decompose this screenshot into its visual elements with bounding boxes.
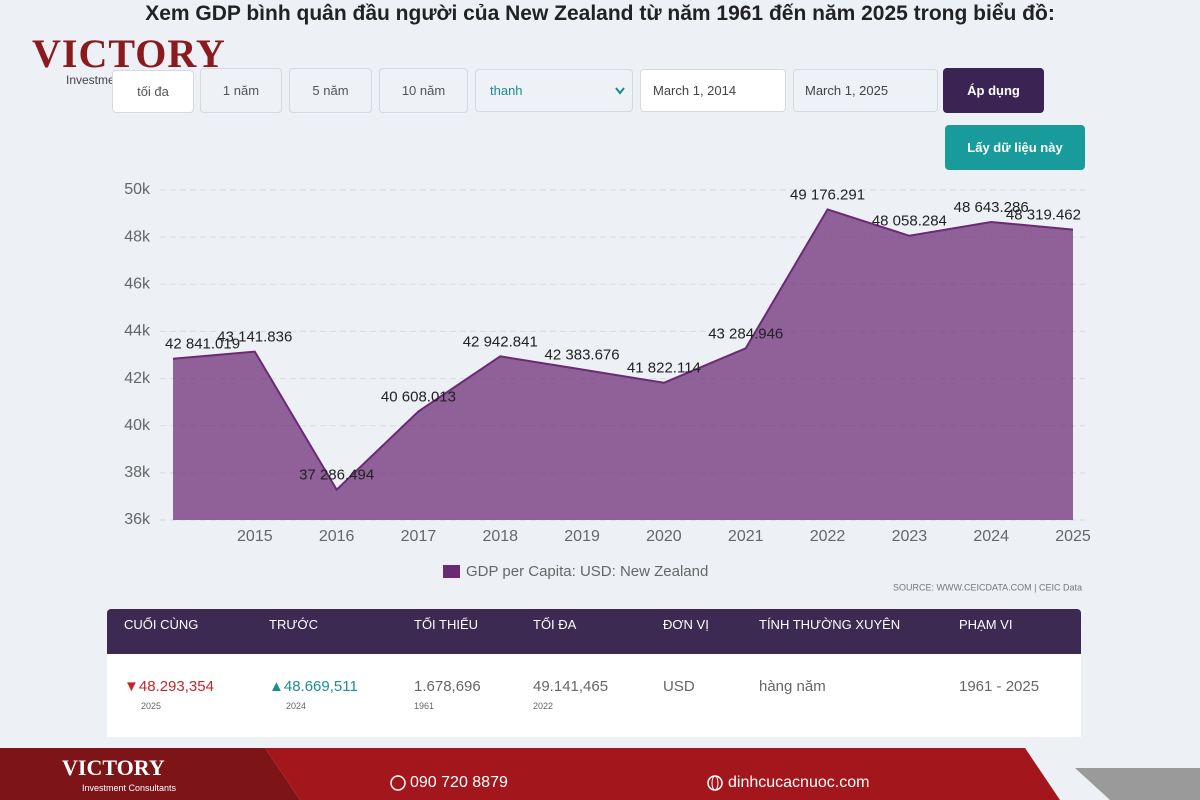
table-cell: hàng năm: [759, 678, 826, 695]
legend-label: GDP per Capita: USD: New Zealand: [466, 563, 708, 580]
dropdown-arrow: [615, 87, 625, 95]
footer: [0, 748, 1200, 800]
data-label: 37 286.494: [299, 467, 374, 484]
x-tick-label: 2017: [401, 528, 437, 545]
footer-brand: VICTORY: [62, 755, 165, 780]
y-tick-label: 46k: [124, 276, 151, 293]
legend-swatch: [443, 565, 460, 578]
x-tick-label: 2021: [728, 528, 764, 545]
table-header-cell: CUỐI CÙNG: [124, 617, 199, 632]
area-line: [172, 208, 1074, 492]
table-cell: 1.678,696: [414, 678, 481, 695]
table-cell-year: 2022: [533, 701, 554, 711]
y-tick-label: 36k: [124, 511, 151, 528]
area-fill: [173, 209, 1073, 520]
footer-left: [0, 748, 300, 800]
range-button[interactable]: tối đa: [112, 70, 194, 113]
y-tick-label: 38k: [124, 464, 151, 481]
footer-band: [265, 748, 1060, 800]
y-tick-label: 48k: [124, 228, 151, 245]
x-tick-label: 2022: [810, 528, 846, 545]
data-label: 48 058.284: [872, 213, 947, 230]
x-tick-label: 2020: [646, 528, 682, 545]
data-label: 43 284.946: [708, 325, 783, 342]
table-cell-year: 2024: [286, 701, 307, 711]
data-label: 40 608.013: [381, 388, 456, 405]
y-tick-label: 42k: [124, 370, 151, 387]
table-cell: ▲48.669,511: [269, 678, 358, 695]
footer-tagline: Investment Consultants: [82, 783, 177, 793]
x-tick-label: 2019: [564, 528, 600, 545]
data-label: 42 942.841: [463, 333, 538, 350]
table-cell: ▼48.293,354: [124, 678, 214, 695]
footer-right: [1075, 768, 1200, 800]
table-cell: 49.141,465: [533, 678, 609, 695]
data-label: 41 822.114: [627, 360, 701, 377]
table-cell: 1961 - 2025: [959, 678, 1040, 695]
table-header-cell: PHẠM VI: [959, 617, 1013, 632]
x-tick-label: 2015: [237, 528, 273, 545]
start-date-input[interactable]: March 1, 2014: [640, 69, 786, 112]
table-cell-year: 2025: [141, 701, 162, 711]
x-tick-label: 2025: [1055, 528, 1091, 545]
table-header-cell: TRƯỚC: [269, 617, 318, 632]
footer-website: dinhcucacnuoc.com: [728, 774, 870, 791]
logo-brand: VICTORY: [32, 31, 226, 76]
table-header-cell: TỐI THIỂU: [414, 617, 479, 632]
y-tick-label: 50k: [124, 181, 151, 198]
range-button[interactable]: 5 năm: [289, 68, 372, 113]
select-value: thanh: [490, 83, 523, 98]
range-button[interactable]: 1 năm: [200, 68, 282, 113]
table-row: [107, 654, 1081, 737]
y-tick-label: 40k: [124, 417, 151, 434]
data-label: 49 176.291: [790, 186, 865, 203]
x-tick-label: 2024: [973, 528, 1009, 545]
table-cell-year: 1961: [414, 701, 435, 711]
data-label: 43 141.836: [217, 329, 292, 346]
chart-type-select[interactable]: thanh: [475, 69, 633, 112]
x-tick-label: 2016: [319, 528, 355, 545]
table-header: [107, 609, 1081, 654]
chart-source: SOURCE: WWW.CEICDATA.COM | CEIC Data: [893, 582, 1082, 592]
x-tick-label: 2018: [482, 528, 518, 545]
data-label: 42 841.019: [165, 336, 240, 353]
table-header-cell: TỐI ĐA: [533, 617, 577, 632]
x-tick-label: 2023: [892, 528, 928, 545]
range-button[interactable]: 10 năm: [379, 68, 468, 113]
apply-button[interactable]: Áp dụng: [943, 68, 1044, 113]
data-label: 48 319.462: [1006, 207, 1081, 224]
globe-icon: [711, 775, 719, 791]
data-label: 48 643.286: [954, 199, 1029, 216]
get-data-button[interactable]: Lấy dữ liệu này: [945, 125, 1085, 170]
footer-phone: 090 720 8879: [410, 774, 508, 791]
table-header-cell: TÍNH THƯỜNG XUYÊN: [759, 617, 901, 632]
end-date-input[interactable]: March 1, 2025: [793, 69, 938, 112]
y-tick-label: 44k: [124, 323, 151, 340]
data-label: 42 383.676: [545, 346, 620, 363]
phone-icon: [390, 775, 406, 791]
chart: SOURCE: WWW.CEICDATA.COM | CEIC Data 36k…: [124, 181, 1091, 592]
table-cell: USD: [663, 678, 695, 695]
table-header-cell: ĐƠN VỊ: [663, 617, 709, 632]
page-title: Xem GDP bình quân đầu người của New Zeal…: [145, 2, 1055, 25]
